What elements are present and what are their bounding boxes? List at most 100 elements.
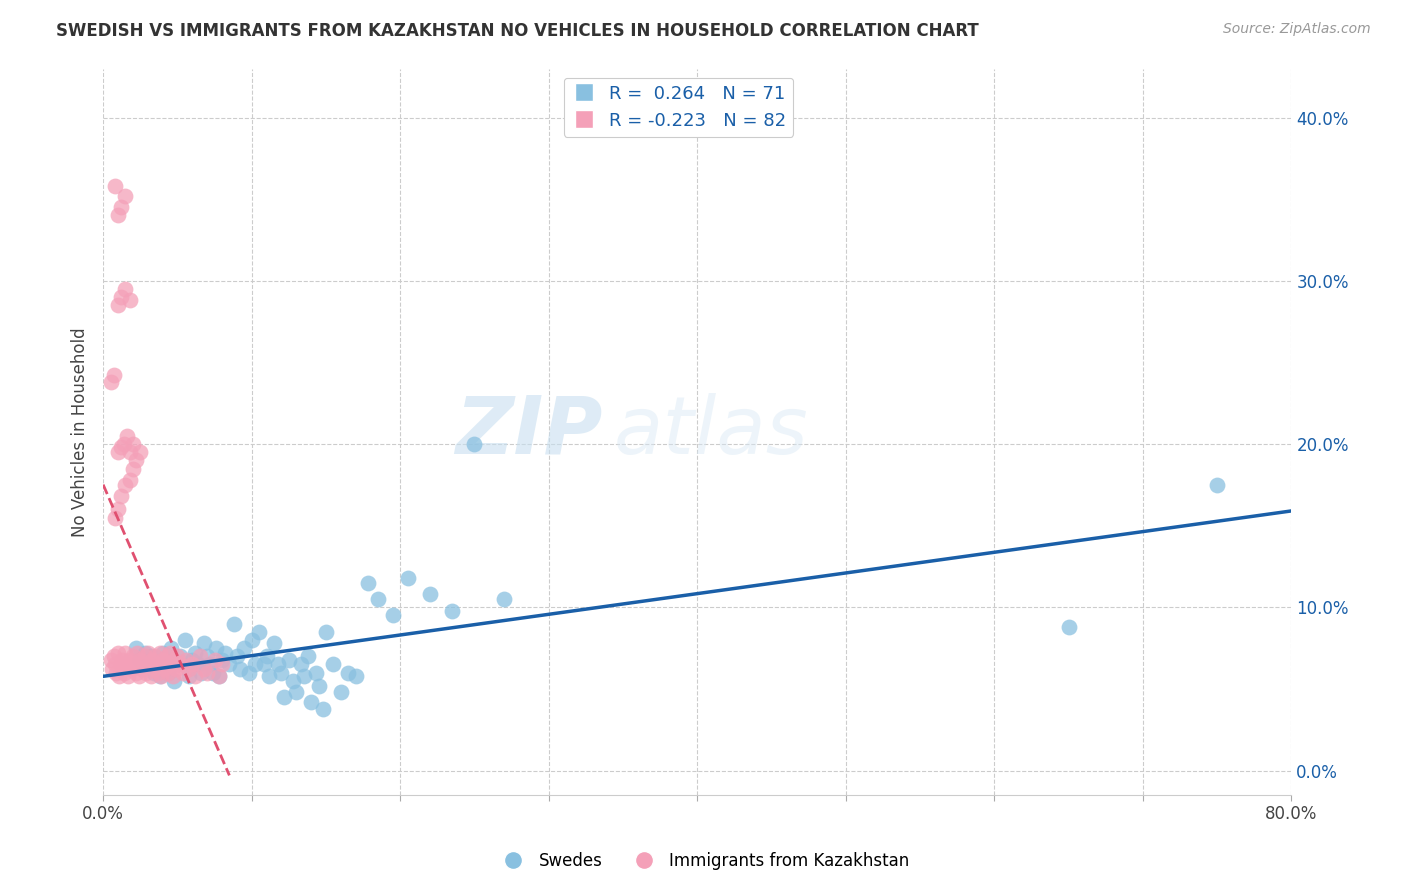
Point — [190, 665, 212, 680]
Point — [129, 652, 152, 666]
Point — [173, 632, 195, 647]
Point — [118, 293, 141, 308]
Point — [134, 646, 156, 660]
Point — [111, 652, 134, 666]
Point — [299, 695, 322, 709]
Text: ZIP: ZIP — [456, 392, 602, 471]
Point — [195, 649, 218, 664]
Point — [155, 657, 177, 672]
Point — [179, 669, 201, 683]
Point — [1206, 478, 1229, 492]
Point — [115, 429, 138, 443]
Point — [107, 445, 129, 459]
Point — [233, 641, 256, 656]
Point — [211, 652, 233, 666]
Point — [100, 652, 122, 666]
Point — [202, 665, 225, 680]
Point — [112, 665, 135, 680]
Point — [104, 179, 127, 194]
Point — [120, 662, 142, 676]
Point — [134, 649, 156, 664]
Point — [277, 652, 299, 666]
Point — [263, 636, 285, 650]
Point — [292, 669, 315, 683]
Point — [181, 657, 204, 672]
Point — [132, 657, 155, 672]
Point — [142, 665, 165, 680]
Point — [218, 657, 240, 672]
Legend: Swedes, Immigrants from Kazakhstan: Swedes, Immigrants from Kazakhstan — [491, 846, 915, 877]
Point — [208, 669, 231, 683]
Point — [125, 641, 148, 656]
Point — [156, 649, 179, 664]
Point — [256, 649, 278, 664]
Point — [150, 669, 173, 683]
Point — [214, 646, 236, 660]
Point — [240, 632, 263, 647]
Point — [145, 657, 167, 672]
Point — [441, 603, 464, 617]
Point — [169, 657, 191, 672]
Point — [238, 665, 260, 680]
Point — [135, 665, 157, 680]
Point — [166, 657, 188, 672]
Point — [121, 437, 143, 451]
Point — [110, 657, 132, 672]
Point — [344, 669, 367, 683]
Point — [107, 646, 129, 660]
Point — [308, 679, 330, 693]
Point — [148, 669, 170, 683]
Point — [139, 669, 162, 683]
Point — [184, 669, 207, 683]
Point — [225, 649, 247, 664]
Point — [247, 624, 270, 639]
Point — [312, 701, 335, 715]
Point — [172, 665, 194, 680]
Point — [136, 657, 159, 672]
Point — [155, 652, 177, 666]
Point — [136, 646, 159, 660]
Point — [108, 669, 131, 683]
Point — [138, 657, 160, 672]
Point — [163, 673, 186, 688]
Point — [162, 669, 184, 683]
Point — [205, 641, 228, 656]
Point — [107, 209, 129, 223]
Point — [121, 461, 143, 475]
Point — [165, 662, 187, 676]
Point — [322, 657, 344, 672]
Point — [304, 665, 326, 680]
Point — [104, 657, 127, 672]
Point — [160, 641, 183, 656]
Point — [198, 657, 221, 672]
Point — [166, 649, 188, 664]
Point — [152, 652, 174, 666]
Point — [267, 657, 290, 672]
Point — [110, 290, 132, 304]
Point — [103, 368, 125, 383]
Point — [104, 510, 127, 524]
Point — [103, 649, 125, 664]
Point — [157, 665, 180, 680]
Point — [273, 690, 295, 705]
Point — [285, 685, 308, 699]
Text: atlas: atlas — [614, 392, 808, 471]
Point — [396, 571, 419, 585]
Point — [141, 652, 163, 666]
Point — [184, 646, 207, 660]
Point — [179, 662, 201, 676]
Point — [252, 657, 274, 672]
Point — [117, 669, 139, 683]
Point — [208, 669, 231, 683]
Point — [114, 189, 136, 203]
Point — [118, 445, 141, 459]
Point — [153, 662, 176, 676]
Point — [211, 657, 233, 672]
Point — [367, 592, 389, 607]
Point — [195, 665, 218, 680]
Point — [107, 298, 129, 312]
Point — [297, 649, 319, 664]
Point — [204, 652, 226, 666]
Point — [356, 575, 378, 590]
Point — [283, 673, 305, 688]
